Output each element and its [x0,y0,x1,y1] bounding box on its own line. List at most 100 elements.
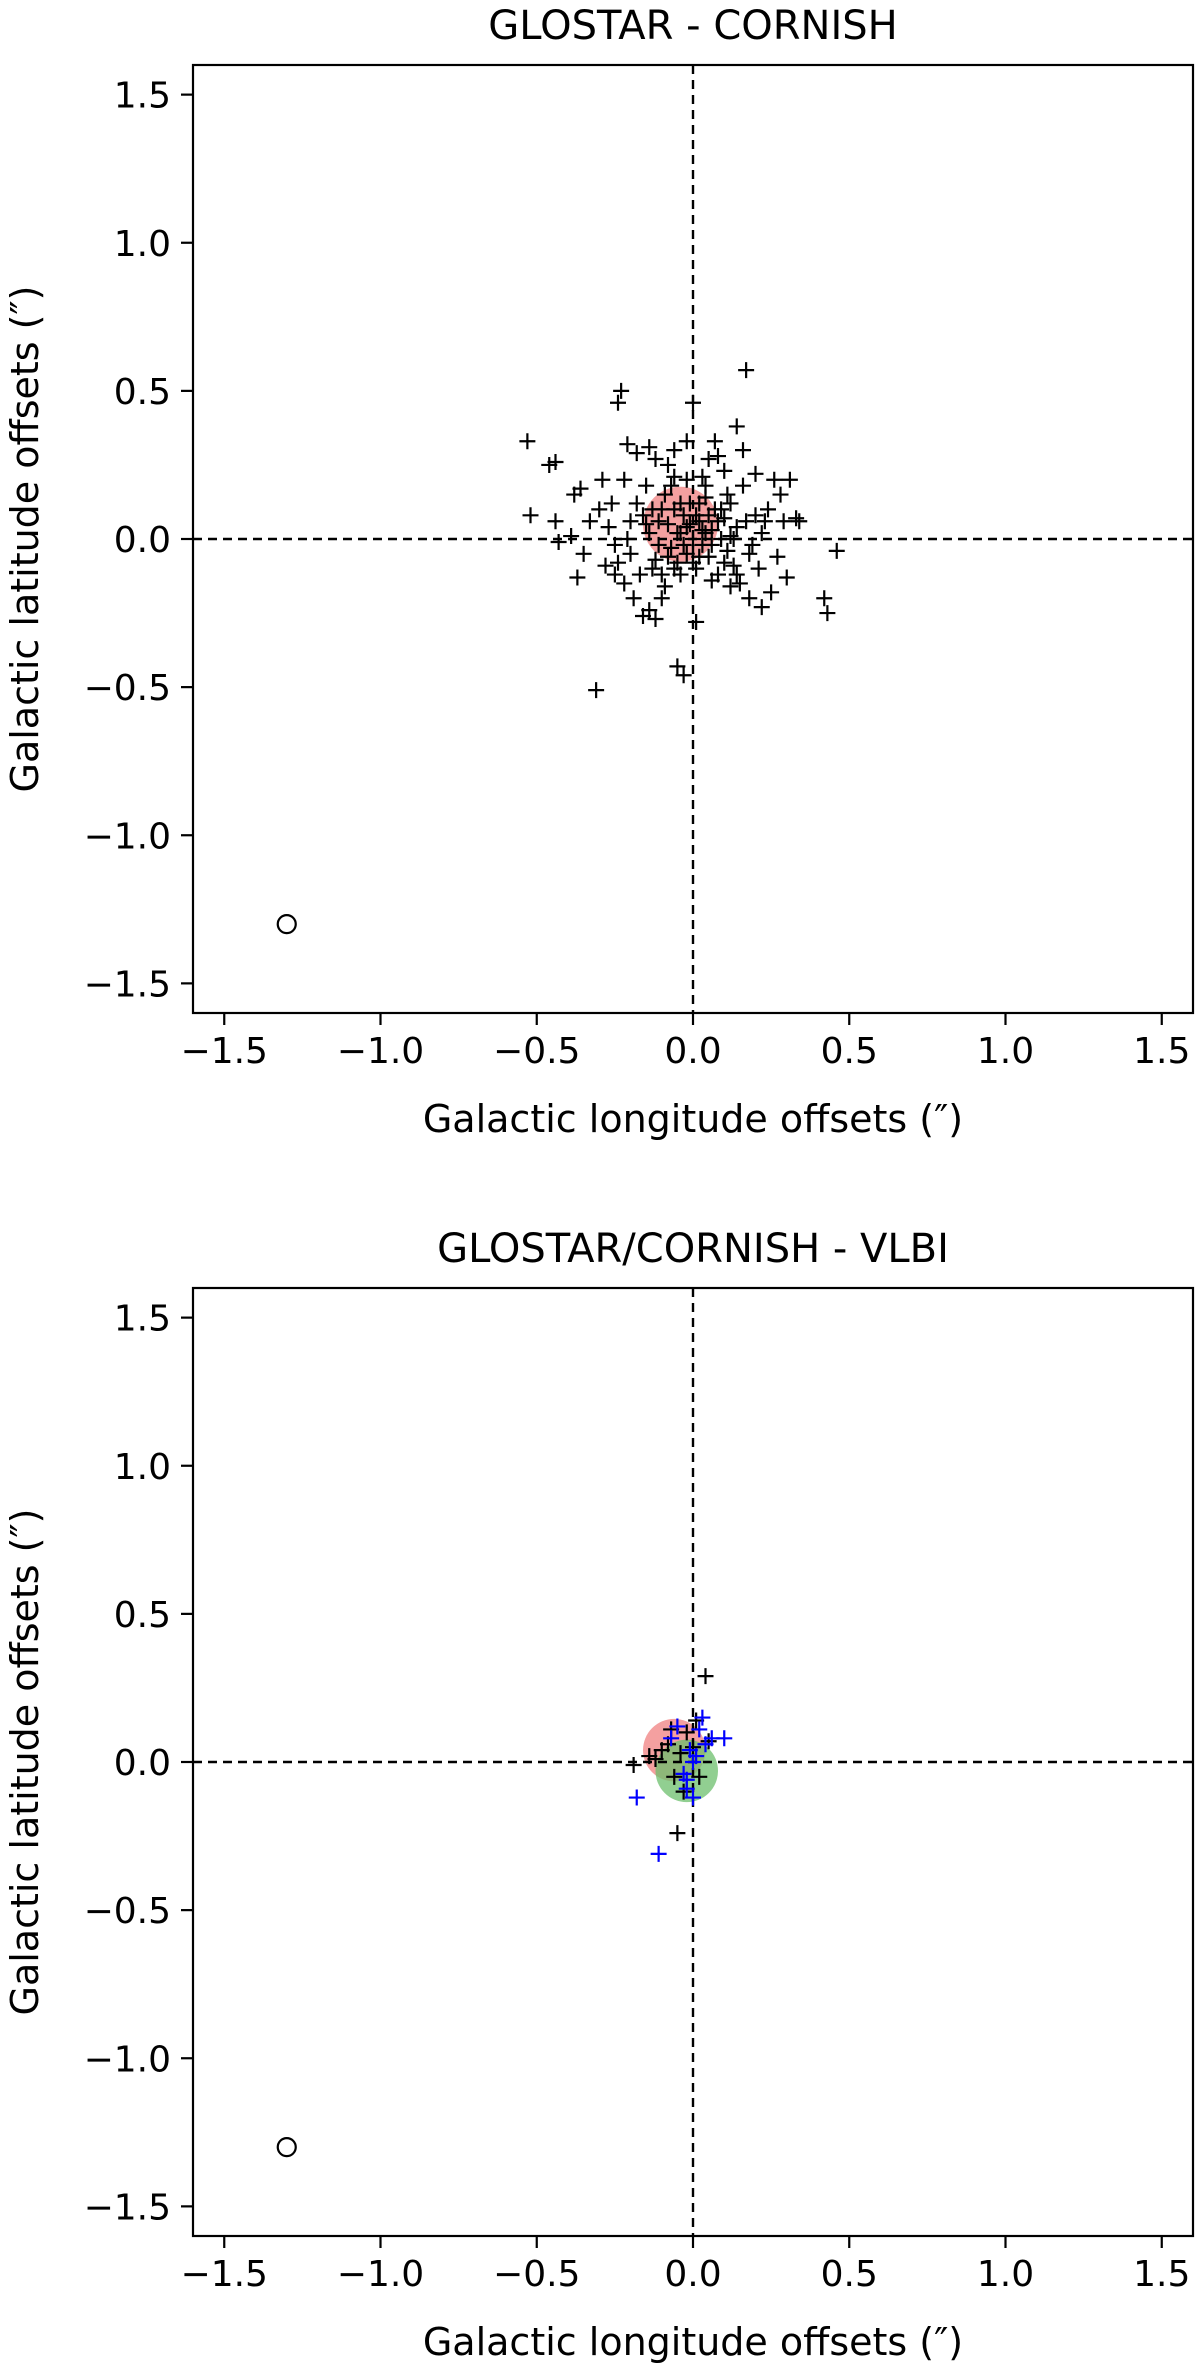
scatter-point [722,578,739,595]
scatter-point [569,569,586,586]
scatter-point [685,1789,701,1806]
plot-marks [193,65,1193,1013]
plot-frame [191,1286,1195,2238]
scatter-point [703,572,720,589]
scatter-point [697,525,714,542]
scatter-point [606,566,623,583]
scatter-point [610,394,626,411]
scatter-point [628,495,645,512]
scatter-point [666,442,683,459]
scatter-point [694,1709,711,1726]
scatter-point [678,1724,695,1741]
y-tick-label: −1.0 [84,2039,171,2080]
x-tick-label: −0.5 [493,1031,580,1072]
scatter-point [616,471,633,488]
y-axis-label: Galactic latitude offsets (″) [3,286,47,793]
scatter-point [700,1733,717,1750]
scatter-point [788,510,805,527]
scatter-point [700,451,717,468]
scatter-point [638,516,655,533]
panel-title: GLOSTAR - CORNISH [488,3,897,49]
scatter-point [703,536,720,553]
beam-marker [276,2137,297,2158]
y-tick-label: 0.0 [114,1743,171,1784]
scatter-point [550,533,567,550]
scatter-point [675,1783,692,1800]
panel-glostar-cornish: GLOSTAR - CORNISH −1.5 −1.0 −0.5 0.0 0.5 1.0 1… [3,3,1195,1141]
scatter-point [666,560,683,577]
scatter-point [666,468,683,485]
x-tick-label: 0.0 [664,2254,721,2295]
axis-ticks: −1.5 −1.0 −0.5 0.0 0.5 1.0 1.5 −1.5 −1.0 −0.5 0.0 0… [84,76,1191,1072]
scatter-point [638,477,655,494]
y-tick-label: 1.5 [114,1299,171,1340]
scatter-point [660,516,676,533]
scatter-point [722,495,739,512]
scatter-point [747,465,764,482]
scatter-point [650,1845,667,1862]
scatter-point [778,569,795,586]
x-tick-label: −1.5 [181,1031,268,1072]
y-axis-label: Galactic latitude offsets (″) [3,1509,47,2016]
scatter-point [828,542,845,559]
y-tick-label: −1.5 [84,2187,171,2228]
scatter-point [625,590,642,607]
scatter-point [672,1745,689,1762]
scatter-point [731,575,748,592]
scatter-point [663,539,680,556]
scatter-point [816,590,833,607]
scatter-point [647,610,664,627]
scatter-point [766,471,783,488]
scatter-point [641,525,658,542]
scatter-point [606,536,623,553]
panel-title: GLOSTAR/CORNISH - VLBI [437,1226,949,1272]
scatter-point [563,528,580,545]
x-axis-label: Galactic longitude offsets (″) [423,1097,963,1141]
x-tick-label: −1.0 [337,1031,424,1072]
scatter-point [685,554,701,571]
x-tick-label: 1.0 [977,2254,1034,2295]
scatter-point [660,456,676,473]
scatter-point [591,501,608,518]
scatter-point [678,1771,695,1788]
y-tick-label: −0.5 [84,1891,171,1932]
scatter-point [678,471,695,488]
scatter-point [594,471,611,488]
scatter-point [678,433,695,450]
scatter-point [522,507,539,524]
scatter-point [619,436,636,453]
scatter-point [663,477,680,494]
scatter-point [666,1768,683,1785]
scatter-point [775,513,792,530]
x-tick-label: 1.5 [1133,1031,1190,1072]
scatter-point [719,542,736,559]
scatter-point [619,531,636,547]
scatter-point [685,394,701,411]
scatter-point [660,548,676,565]
scatter-point [644,560,661,577]
scatter-point [625,1756,642,1773]
scatter-point [669,658,686,675]
scatter-point [738,362,755,379]
scatter-point [669,1825,686,1842]
x-tick-label: 0.5 [821,1031,878,1072]
scatter-point [756,513,773,530]
scatter-point [694,522,711,539]
scatter-point [641,439,658,456]
x-tick-label: −0.5 [493,2254,580,2295]
scatter-point [653,501,670,518]
scatter-point [575,545,592,562]
scatter-point [603,495,620,512]
y-tick-label: 1.0 [114,224,171,265]
scatter-point [616,575,633,592]
scatter-point [772,486,789,503]
scatter-point [728,418,745,435]
scatter-point [819,605,836,622]
scatter-point [685,1754,701,1770]
scatter-point [725,557,742,574]
scatter-point [716,462,733,479]
scatter-point [694,468,711,485]
scatter-point [769,548,786,565]
scatter-point [656,486,673,503]
